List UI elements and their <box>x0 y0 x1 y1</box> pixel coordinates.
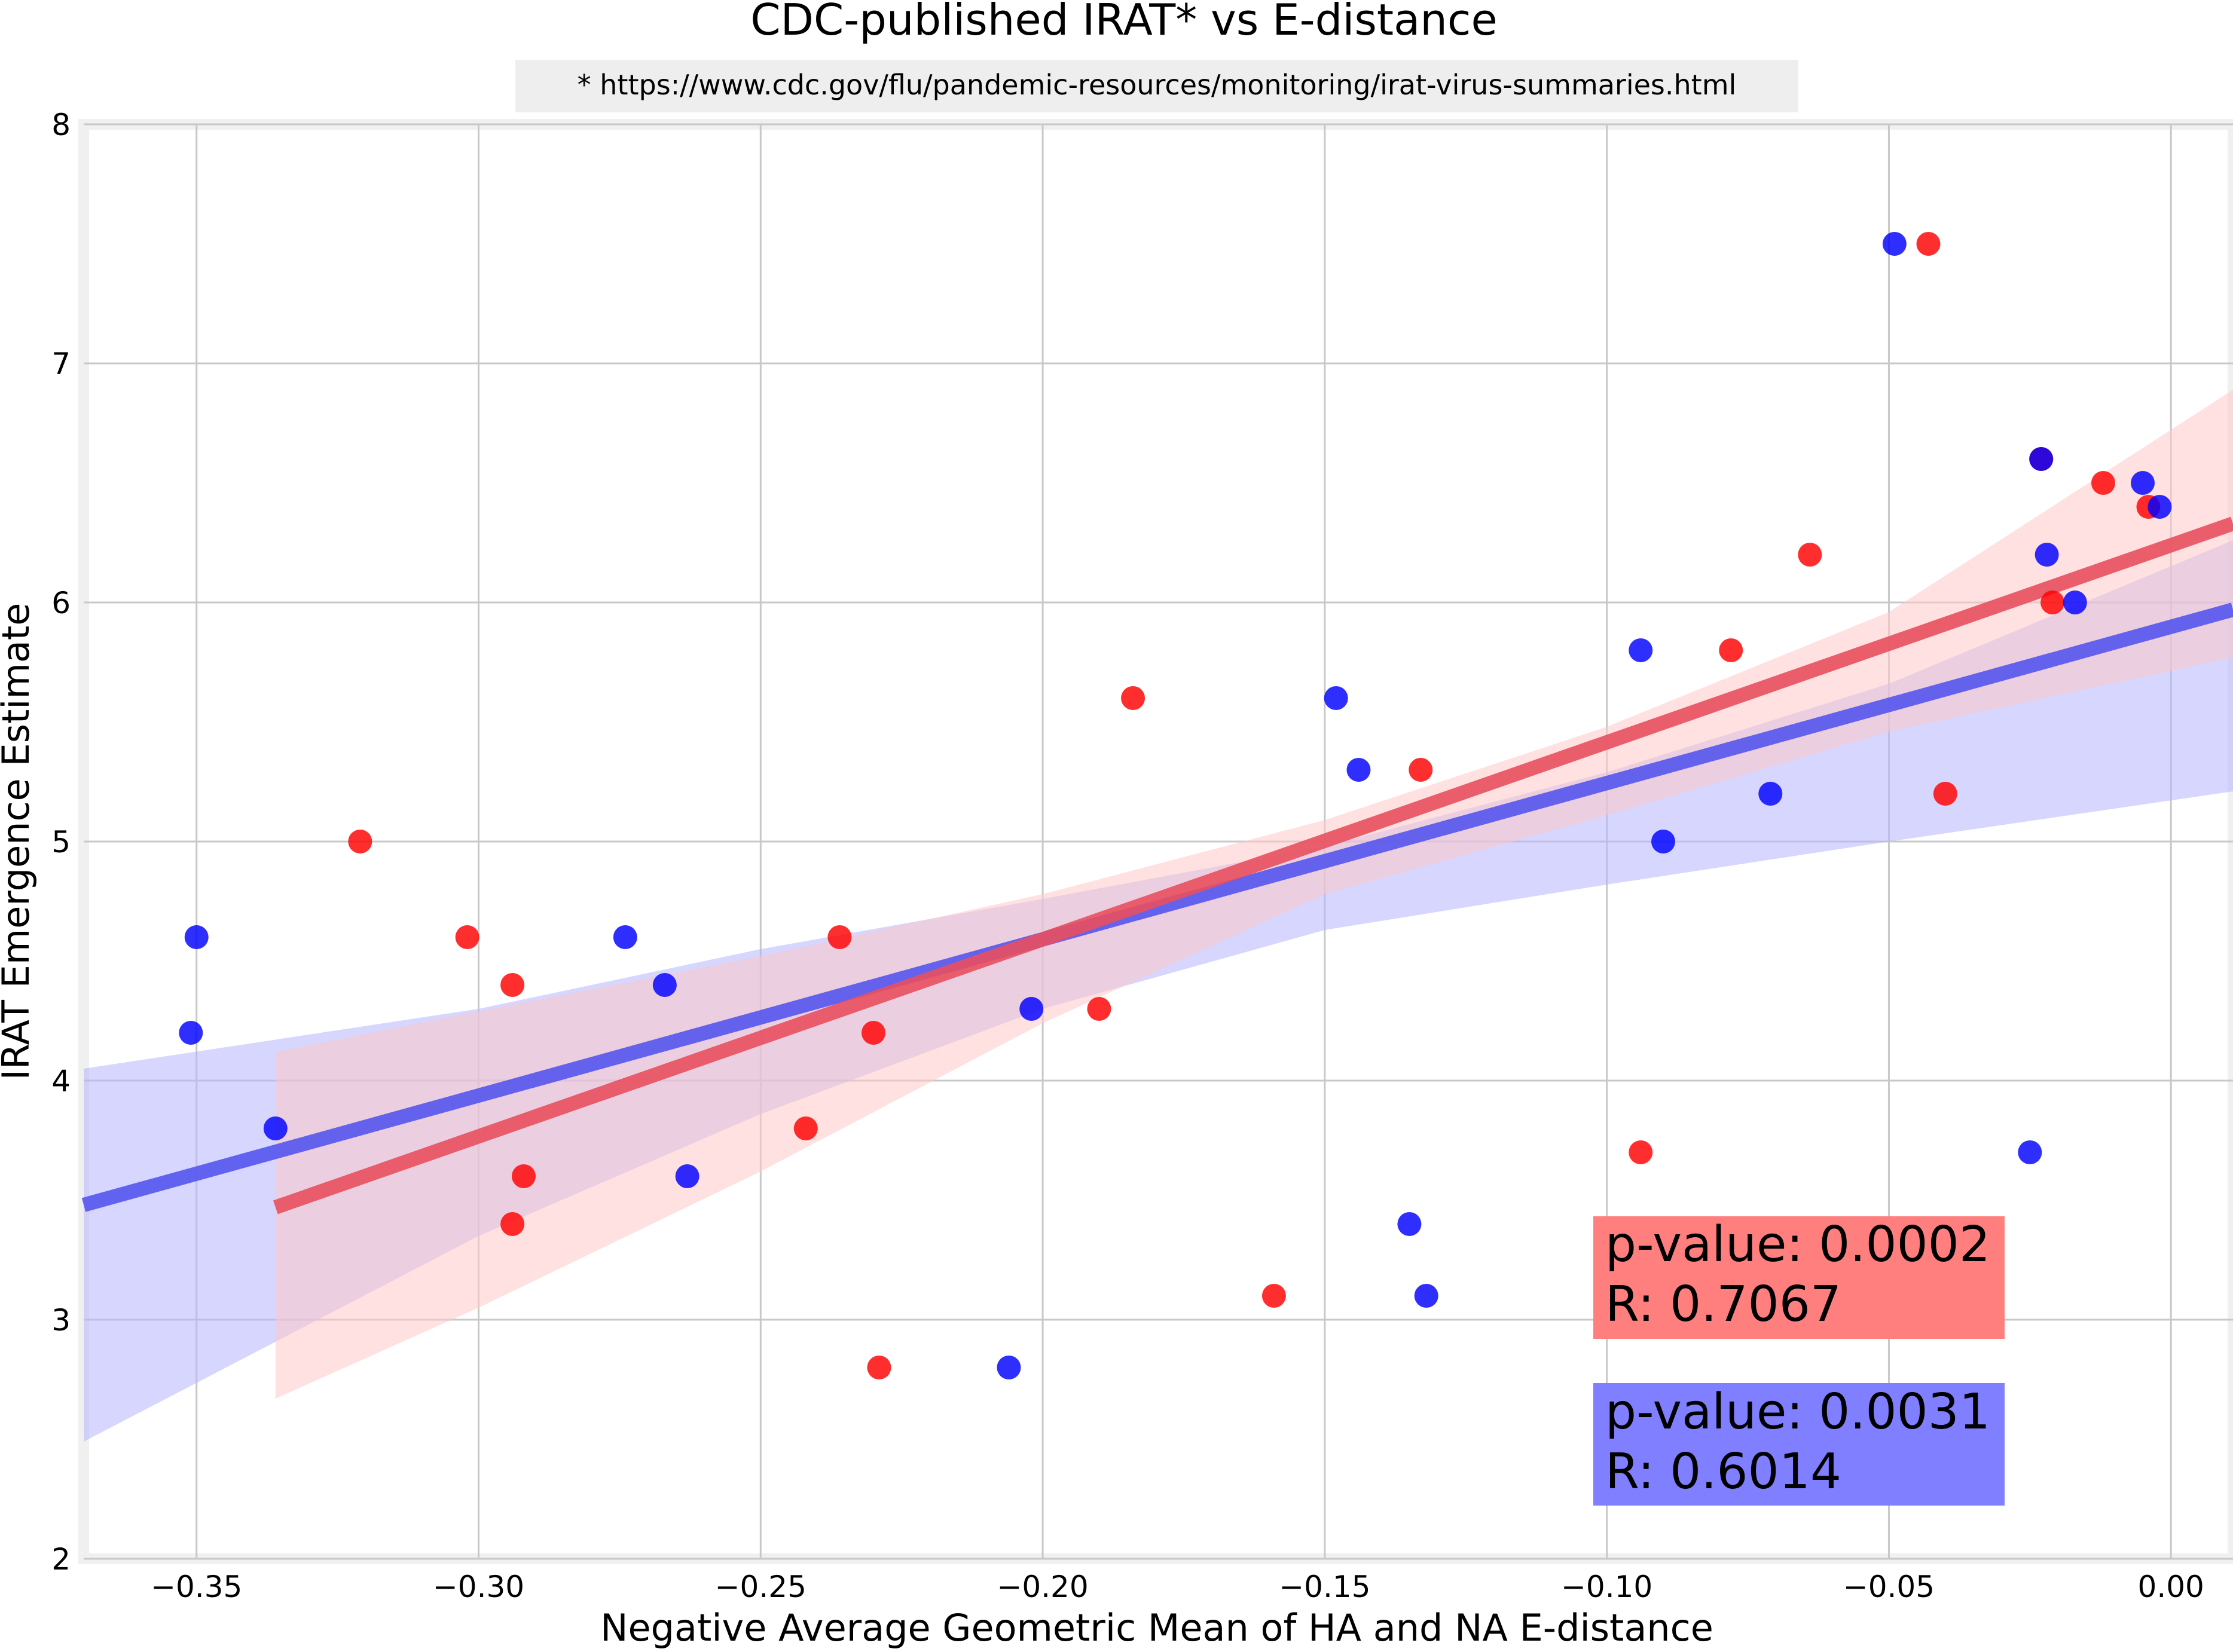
red-point <box>455 925 479 949</box>
blue-point <box>184 925 209 949</box>
y-tick-label: 5 <box>51 825 71 859</box>
regression-lines <box>81 516 2233 1214</box>
y-tick-label: 8 <box>51 108 71 142</box>
x-tick-label: −0.15 <box>1279 1570 1370 1604</box>
red-point <box>511 1164 536 1188</box>
blue-point <box>1629 638 1653 662</box>
red-point <box>500 973 525 997</box>
red-point <box>1629 1140 1653 1164</box>
blue-point <box>1758 782 1783 806</box>
x-tick-label: −0.35 <box>151 1570 242 1604</box>
x-axis-label: Negative Average Geometric Mean of HA an… <box>600 1606 1713 1650</box>
blue-point <box>1397 1212 1422 1236</box>
chart-subtitle: * https://www.cdc.gov/flu/pandemic-resou… <box>578 69 1737 101</box>
y-tick-label: 7 <box>51 347 71 381</box>
red-point <box>1087 997 1111 1021</box>
blue-point <box>652 973 677 997</box>
x-tick-label: −0.10 <box>1561 1570 1652 1604</box>
blue-point <box>997 1356 1021 1379</box>
blue-point <box>1019 997 1044 1021</box>
chart-title: CDC-published IRAT* vs E-distance <box>750 0 1498 45</box>
blue-point <box>1324 686 1348 710</box>
red-confidence-band <box>275 390 2233 1399</box>
red-point <box>793 1116 818 1140</box>
red-point <box>1261 1284 1286 1308</box>
red-point <box>861 1021 885 1045</box>
blue-point <box>2029 447 2054 471</box>
red-point <box>500 1212 525 1236</box>
red-point <box>1916 232 1941 256</box>
red-point <box>1798 543 1822 567</box>
x-tick-labels: −0.35 −0.30 −0.25 −0.20 −0.15 −0.10 −0.05 0.00 <box>151 1570 2204 1604</box>
y-tick-label: 2 <box>51 1542 71 1577</box>
x-tick-label: −0.05 <box>1843 1570 1935 1604</box>
scatter-points <box>179 232 2172 1379</box>
y-gridlines <box>84 123 2233 1560</box>
blue-stats-box <box>1593 1383 2005 1506</box>
red-point <box>2091 471 2115 495</box>
y-tick-label: 4 <box>51 1064 71 1099</box>
x-tick-label: −0.25 <box>715 1570 807 1604</box>
red-regression-line <box>273 516 2233 1214</box>
blue-point <box>1651 830 1675 853</box>
blue-point <box>1414 1284 1438 1308</box>
red-point <box>827 925 852 949</box>
red-r-value: R: 0.7067 <box>1605 1276 1841 1333</box>
subtitle-box <box>515 60 1798 112</box>
blue-point <box>179 1021 203 1045</box>
blue-regression-line <box>81 602 2233 1212</box>
red-point <box>867 1356 891 1379</box>
blue-point <box>613 925 637 949</box>
red-point <box>2040 591 2065 614</box>
red-point <box>1121 686 1145 710</box>
blue-point <box>263 1116 288 1140</box>
blue-point <box>675 1164 699 1188</box>
x-tick-label: 0.00 <box>2138 1570 2204 1604</box>
blue-point <box>2035 543 2059 567</box>
red-p-value: p-value: 0.0002 <box>1605 1216 1990 1273</box>
y-tick-labels: 2 3 4 5 6 7 8 <box>51 108 71 1577</box>
red-stats-box <box>1593 1216 2005 1339</box>
y-axis-label: IRAT Emergence Estimate <box>0 603 38 1081</box>
red-point <box>1933 782 1957 806</box>
y-tick-label: 6 <box>51 586 71 620</box>
red-point <box>348 830 372 853</box>
blue-point <box>2063 591 2087 614</box>
red-point <box>1719 638 1743 662</box>
blue-r-value: R: 0.6014 <box>1605 1443 1841 1500</box>
blue-point <box>1346 758 1371 782</box>
y-tick-label: 3 <box>51 1303 71 1338</box>
blue-point <box>1882 232 1907 256</box>
blue-point <box>2148 495 2172 519</box>
x-tick-label: −0.20 <box>997 1570 1088 1604</box>
blue-p-value: p-value: 0.0031 <box>1605 1384 1990 1440</box>
red-point <box>1409 758 1433 782</box>
blue-point <box>2131 471 2155 495</box>
x-tick-label: −0.30 <box>433 1570 524 1604</box>
blue-point <box>2018 1140 2042 1164</box>
